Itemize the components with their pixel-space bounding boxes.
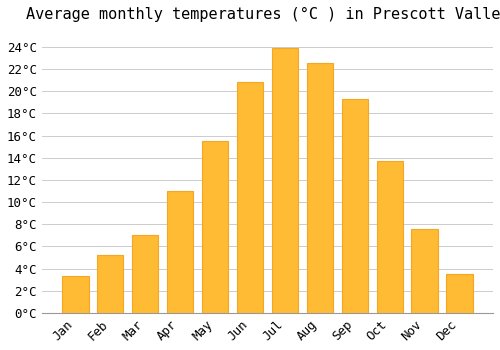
Bar — [132, 236, 158, 313]
Bar — [446, 274, 472, 313]
Bar — [376, 161, 402, 313]
Bar — [272, 48, 298, 313]
Bar — [202, 141, 228, 313]
Bar — [306, 63, 333, 313]
Bar — [237, 82, 263, 313]
Bar — [412, 229, 438, 313]
Title: Average monthly temperatures (°C ) in Prescott Valley: Average monthly temperatures (°C ) in Pr… — [26, 7, 500, 22]
Bar — [342, 99, 368, 313]
Bar — [62, 276, 88, 313]
Bar — [167, 191, 193, 313]
Bar — [97, 256, 124, 313]
